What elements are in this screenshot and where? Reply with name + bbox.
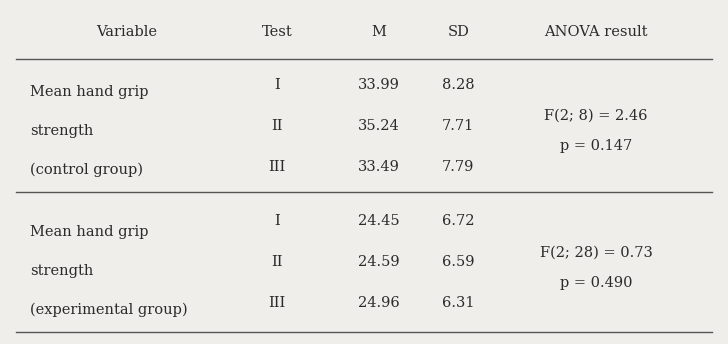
Text: II: II	[272, 119, 282, 133]
Text: 24.45: 24.45	[357, 214, 400, 228]
Text: I: I	[274, 78, 280, 92]
Text: 33.99: 33.99	[357, 78, 400, 92]
Text: III: III	[269, 160, 285, 174]
Text: II: II	[272, 256, 282, 269]
Text: (control group): (control group)	[31, 163, 143, 178]
Text: 6.72: 6.72	[442, 214, 475, 228]
Text: 24.59: 24.59	[357, 256, 400, 269]
Text: 35.24: 35.24	[357, 119, 400, 133]
Text: 6.59: 6.59	[442, 256, 475, 269]
Text: Test: Test	[261, 25, 293, 39]
Text: F(2; 8) = 2.46: F(2; 8) = 2.46	[545, 109, 648, 123]
Text: strength: strength	[31, 124, 94, 138]
Text: Variable: Variable	[95, 25, 157, 39]
Text: 24.96: 24.96	[357, 297, 400, 310]
Text: SD: SD	[447, 25, 470, 39]
Text: 33.49: 33.49	[357, 160, 400, 174]
Text: F(2; 28) = 0.73: F(2; 28) = 0.73	[539, 245, 652, 259]
Text: p = 0.147: p = 0.147	[560, 139, 632, 153]
Text: Mean hand grip: Mean hand grip	[31, 85, 149, 99]
Text: ANOVA result: ANOVA result	[545, 25, 648, 39]
Text: p = 0.490: p = 0.490	[560, 276, 633, 290]
Text: M: M	[371, 25, 386, 39]
Text: strength: strength	[31, 264, 94, 278]
Text: 6.31: 6.31	[442, 297, 475, 310]
Text: 7.71: 7.71	[442, 119, 475, 133]
Text: Mean hand grip: Mean hand grip	[31, 225, 149, 239]
Text: (experimental group): (experimental group)	[31, 303, 188, 318]
Text: 8.28: 8.28	[442, 78, 475, 92]
Text: I: I	[274, 214, 280, 228]
Text: III: III	[269, 297, 285, 310]
Text: 7.79: 7.79	[442, 160, 475, 174]
